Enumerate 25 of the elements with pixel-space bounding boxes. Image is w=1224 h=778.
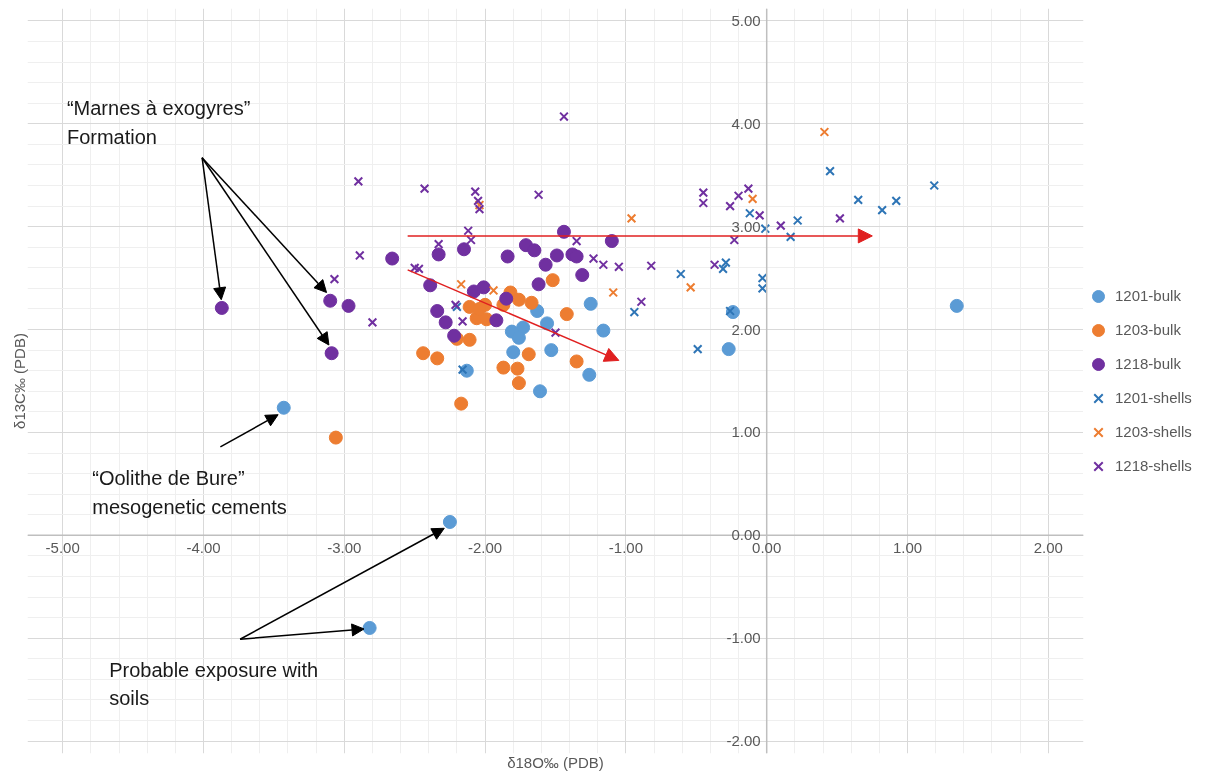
legend-label: 1218-bulk — [1115, 355, 1181, 372]
x-tick-label: -5.00 — [45, 539, 80, 557]
x-tick-label: 1.00 — [892, 539, 923, 557]
x-tick-label: -1.00 — [608, 539, 644, 557]
y-tick-label: -1.00 — [726, 629, 761, 647]
y-axis-title: δ13C‰ (PDB) — [10, 333, 28, 429]
y-tick-label: 1.00 — [731, 423, 761, 441]
y-tick-label: 4.00 — [731, 114, 761, 132]
y-tick-label: 3.00 — [731, 217, 761, 235]
x-tick-label: 2.00 — [1033, 539, 1063, 557]
x-axis-title: δ18O‰ (PDB) — [507, 753, 604, 771]
annotation: “Marnes à exogyres” Formation — [66, 96, 251, 148]
x-tick-label: -4.00 — [186, 539, 221, 557]
annotation: Probable exposure with soils — [109, 658, 319, 710]
legend-label: 1201-shells — [1115, 389, 1192, 406]
y-tick-label: -2.00 — [726, 732, 761, 750]
y-tick-label: 2.00 — [731, 320, 761, 338]
legend-label: 1203-shells — [1115, 423, 1192, 440]
legend-label: 1203-bulk — [1115, 321, 1181, 338]
annotation: “Oolithe de Bure” mesogenetic cements — [92, 467, 287, 519]
legend-label: 1218-shells — [1115, 457, 1192, 474]
y-tick-label: 5.00 — [731, 11, 761, 29]
x-tick-label: -3.00 — [327, 539, 362, 557]
legend-label: 1201-bulk — [1115, 287, 1181, 304]
x-tick-label: -2.00 — [468, 539, 503, 557]
